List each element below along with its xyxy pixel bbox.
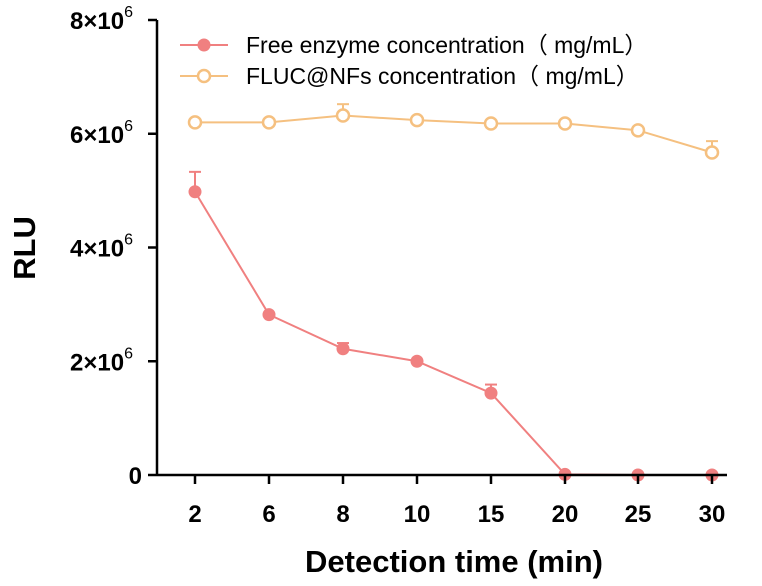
y-tick-label-exponent: 6: [124, 4, 133, 21]
data-point: [187, 115, 203, 130]
series-2: [187, 103, 720, 160]
y-tick-label: 2×106: [70, 345, 133, 376]
y-tick-label: 6×106: [70, 118, 133, 149]
y-axis-title: RLU: [7, 216, 42, 280]
data-point: [557, 116, 573, 131]
series-1: [188, 170, 719, 482]
data-point: [261, 115, 277, 130]
y-tick-label-base: 8×10: [70, 8, 124, 35]
plot-area: [187, 103, 720, 482]
data-point: [335, 108, 351, 123]
data-point: [188, 185, 202, 199]
x-tick-label: 20: [552, 501, 579, 528]
data-point: [630, 123, 646, 138]
legend-marker: [196, 68, 212, 84]
y-tick-label-exponent: 6: [124, 232, 133, 249]
y-tick-label: 8×106: [70, 4, 133, 35]
data-point: [336, 342, 350, 356]
x-tick-label: 25: [625, 501, 652, 528]
x-tick-label: 6: [262, 501, 275, 528]
x-ticks: 2 6 8 10 15 20 25 30: [188, 475, 725, 528]
x-tick-label: 2: [188, 501, 201, 528]
legend-marker: [197, 38, 211, 52]
x-tick-label: 15: [478, 501, 505, 528]
y-tick-label-base: 4×10: [70, 236, 124, 263]
data-point: [704, 145, 720, 160]
data-point: [409, 112, 425, 128]
x-tick-label: 8: [336, 501, 349, 528]
data-point: [262, 308, 276, 322]
y-tick-label: 0: [129, 463, 142, 490]
legend-label: Free enzyme concentration（ mg/mL）: [246, 32, 647, 58]
series-line: [195, 114, 713, 154]
y-tick-label-base: 6×10: [70, 122, 124, 149]
data-point: [483, 116, 499, 131]
series-line: [194, 191, 712, 476]
data-point: [410, 354, 424, 368]
y-tick-label-exponent: 6: [124, 118, 133, 135]
legend-label: FLUC@NFs concentration（ mg/mL）: [246, 63, 639, 89]
y-tick-label-exponent: 6: [124, 345, 133, 362]
legend: Free enzyme concentration（ mg/mL） FLUC@NF…: [180, 32, 647, 89]
y-tick-label: 4×106: [70, 232, 133, 263]
data-point: [484, 386, 498, 400]
x-tick-label: 30: [699, 501, 726, 528]
y-tick-label-base: 2×10: [70, 349, 124, 376]
legend-item-2: FLUC@NFs concentration（ mg/mL）: [180, 63, 639, 89]
x-axis-title: Detection time (min): [305, 544, 603, 579]
legend-item-1: Free enzyme concentration（ mg/mL）: [180, 32, 647, 58]
x-tick-label: 10: [404, 501, 431, 528]
